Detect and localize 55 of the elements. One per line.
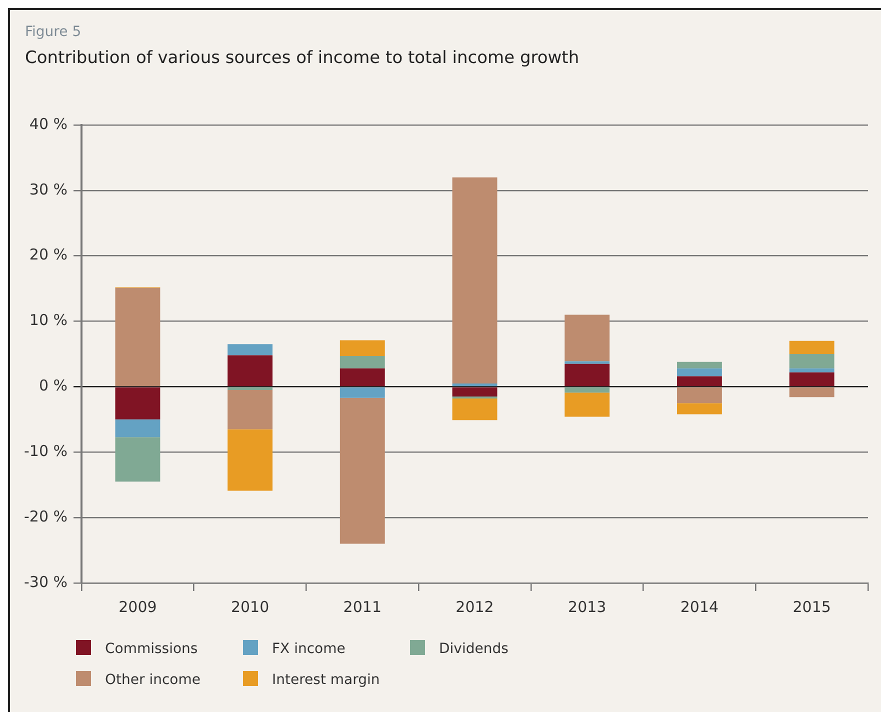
legend-label: Commissions bbox=[104, 640, 199, 657]
bar bbox=[677, 387, 722, 404]
y-tick-label: 20 % bbox=[29, 246, 68, 264]
bar bbox=[677, 376, 722, 386]
y-tick-label: -20 % bbox=[24, 507, 68, 526]
bar bbox=[564, 361, 610, 364]
bar bbox=[340, 368, 385, 386]
y-tick-label: -30 % bbox=[24, 572, 68, 591]
bar bbox=[115, 419, 160, 438]
bar bbox=[228, 387, 273, 390]
bar bbox=[228, 390, 273, 430]
bar bbox=[340, 356, 385, 368]
legend-label: FX income bbox=[271, 640, 346, 657]
y-tick-label: 0 % bbox=[38, 376, 68, 395]
bar bbox=[340, 398, 385, 544]
bar bbox=[789, 354, 834, 368]
x-tick-label: 2011 bbox=[343, 598, 382, 616]
bar bbox=[564, 314, 610, 362]
bar bbox=[452, 383, 498, 386]
caption: Figure 5 bbox=[25, 24, 82, 40]
y-tick-label: -10 % bbox=[24, 442, 68, 460]
bar bbox=[228, 355, 273, 386]
bar bbox=[789, 387, 834, 398]
bar bbox=[340, 340, 385, 356]
bar bbox=[228, 429, 273, 491]
bar bbox=[789, 340, 834, 354]
bar bbox=[340, 387, 385, 398]
bar bbox=[452, 398, 498, 420]
bar bbox=[228, 344, 273, 356]
bar bbox=[677, 403, 722, 414]
bar bbox=[452, 177, 498, 384]
x-tick-label: 2010 bbox=[230, 598, 270, 616]
x-tick-label: 2015 bbox=[792, 598, 831, 616]
x-tick-label: 2012 bbox=[456, 598, 494, 616]
bar bbox=[564, 392, 610, 417]
bar bbox=[789, 372, 834, 386]
bar bbox=[115, 288, 160, 386]
legend-label: Dividends bbox=[438, 640, 510, 657]
chart-title: Contribution of various sources of income to total income growth bbox=[25, 48, 580, 68]
bar bbox=[564, 387, 610, 393]
y-tick-label: 40 % bbox=[29, 114, 68, 133]
bar bbox=[677, 362, 722, 368]
legend-label: Other income bbox=[104, 671, 202, 688]
x-tick-label: 2009 bbox=[118, 598, 157, 616]
bar bbox=[677, 368, 722, 376]
bar bbox=[789, 368, 834, 372]
y-tick-label: 10 % bbox=[29, 311, 68, 330]
y-tick-label: 30 % bbox=[29, 180, 68, 198]
x-tick-label: 2013 bbox=[568, 598, 606, 616]
x-tick-label: 2014 bbox=[680, 598, 719, 616]
bar bbox=[115, 437, 160, 482]
bar bbox=[452, 387, 498, 397]
bar bbox=[115, 387, 160, 420]
bar bbox=[564, 364, 610, 386]
legend-label: Interest margin bbox=[271, 671, 381, 688]
